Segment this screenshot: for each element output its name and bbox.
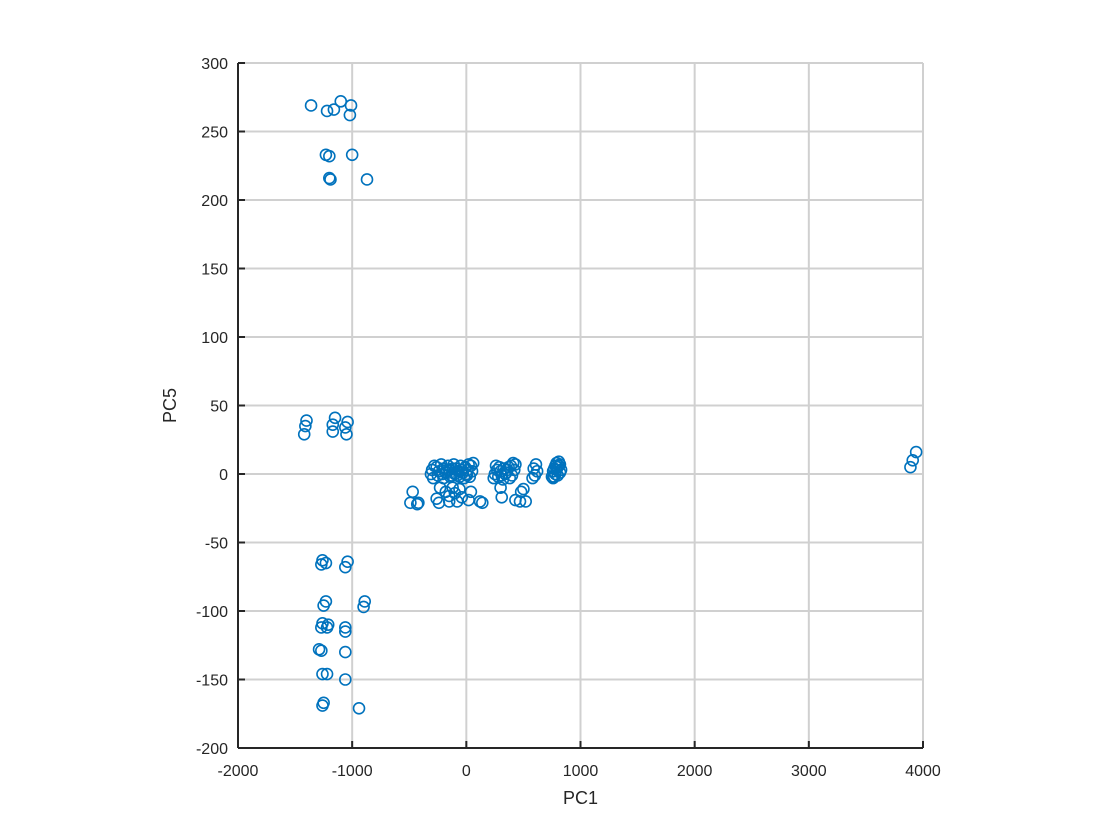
data-point	[319, 556, 333, 570]
data-point	[358, 595, 372, 608]
data-point	[315, 644, 328, 658]
data-point	[495, 490, 509, 504]
data-point	[304, 99, 318, 112]
y-tick-label: 0	[219, 467, 228, 484]
y-tick-label: -150	[196, 673, 228, 690]
data-point	[546, 471, 560, 485]
data-point	[404, 496, 417, 510]
data-point	[552, 459, 566, 473]
data-point	[339, 560, 352, 574]
data-point	[339, 621, 352, 634]
data-point	[316, 699, 329, 712]
data-point	[530, 464, 544, 478]
data-point	[297, 427, 311, 441]
data-points	[297, 95, 923, 715]
y-tick-label: -200	[196, 741, 228, 758]
data-point	[315, 621, 328, 634]
data-point	[339, 625, 352, 638]
data-point	[323, 171, 336, 185]
data-point	[339, 673, 352, 686]
data-point	[476, 496, 489, 510]
data-point	[491, 470, 505, 484]
x-tick-label: -1000	[332, 763, 373, 780]
data-point	[453, 482, 466, 496]
data-point	[323, 149, 336, 163]
data-point	[904, 460, 917, 474]
data-point	[324, 173, 337, 186]
tick-labels: -2000 -1000 0 1000 2000 3000 4000-200-150-100-…	[196, 56, 941, 780]
data-point	[334, 95, 348, 108]
y-tick-label: -50	[205, 536, 228, 553]
y-tick-label: -100	[196, 604, 228, 621]
x-axis-label: PC1	[563, 788, 598, 808]
data-point	[464, 485, 478, 499]
y-tick-label: 100	[201, 330, 228, 347]
data-point	[339, 421, 352, 434]
data-point	[466, 456, 480, 470]
data-point	[909, 445, 923, 459]
data-point	[344, 99, 358, 112]
data-point	[460, 469, 474, 482]
x-tick-label: 0	[462, 763, 471, 780]
data-point	[450, 469, 464, 482]
data-point	[906, 453, 920, 467]
data-point	[341, 415, 354, 429]
data-point	[320, 104, 334, 118]
data-point	[498, 467, 512, 481]
data-point	[326, 425, 340, 438]
data-point	[320, 621, 334, 634]
y-tick-label: 200	[201, 193, 228, 210]
data-point	[410, 497, 424, 511]
y-tick-label: 300	[201, 56, 228, 73]
data-point	[357, 600, 370, 614]
data-point	[442, 495, 456, 508]
x-tick-label: 3000	[791, 763, 827, 780]
y-tick-label: 250	[201, 125, 228, 142]
data-point	[519, 495, 533, 508]
data-point	[513, 495, 527, 508]
x-tick-label: -2000	[218, 763, 259, 780]
data-point	[517, 482, 530, 496]
data-point	[360, 173, 374, 186]
data-point	[340, 427, 353, 441]
data-point	[328, 411, 342, 425]
data-point	[440, 463, 454, 477]
y-axis-label: PC5	[160, 388, 180, 423]
x-tick-label: 2000	[677, 763, 713, 780]
y-tick-label: 50	[210, 399, 228, 416]
data-point	[547, 470, 561, 484]
x-tick-label: 4000	[905, 763, 941, 780]
data-point	[352, 701, 366, 715]
data-point	[326, 418, 340, 431]
data-point	[316, 667, 329, 681]
data-point	[446, 481, 459, 495]
data-point	[412, 496, 425, 510]
data-point	[345, 148, 359, 162]
data-point	[300, 414, 313, 427]
data-point	[317, 599, 330, 612]
y-tick-label: 150	[201, 262, 228, 279]
data-point	[327, 103, 341, 116]
data-point	[299, 419, 312, 433]
data-point	[341, 555, 354, 568]
x-tick-label: 1000	[563, 763, 599, 780]
data-point	[343, 108, 357, 122]
data-point	[320, 667, 334, 681]
data-point	[339, 645, 352, 659]
axes	[237, 62, 924, 749]
